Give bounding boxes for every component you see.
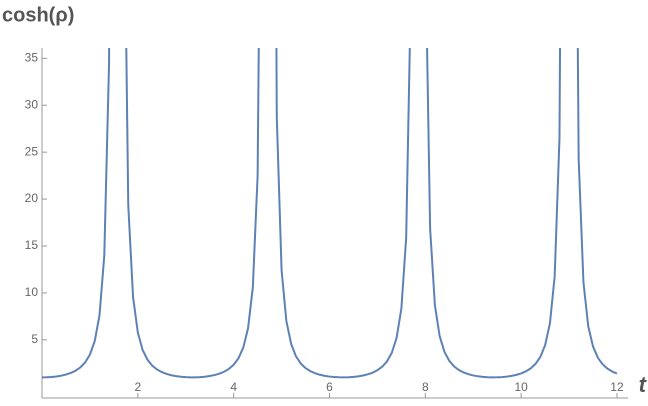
y-tick-label: 30 bbox=[25, 97, 39, 111]
x-tick-label: 6 bbox=[326, 380, 333, 394]
x-tick-label: 10 bbox=[514, 380, 528, 394]
y-tick-label: 5 bbox=[31, 332, 38, 346]
data-line bbox=[42, 48, 618, 379]
y-tick-label: 15 bbox=[25, 238, 39, 252]
x-tick-label: 12 bbox=[610, 380, 624, 394]
x-tick-label: 8 bbox=[422, 380, 429, 394]
x-tick-label: 4 bbox=[230, 380, 237, 394]
y-tick-label: 25 bbox=[25, 144, 39, 158]
x-axis-label: t bbox=[639, 372, 648, 397]
y-tick-label: 10 bbox=[25, 285, 39, 299]
y-axis-label: cosh(ρ) bbox=[2, 4, 74, 26]
x-tick-label: 2 bbox=[134, 380, 141, 394]
y-tick-label: 20 bbox=[25, 191, 39, 205]
y-tick-label: 35 bbox=[25, 50, 39, 64]
